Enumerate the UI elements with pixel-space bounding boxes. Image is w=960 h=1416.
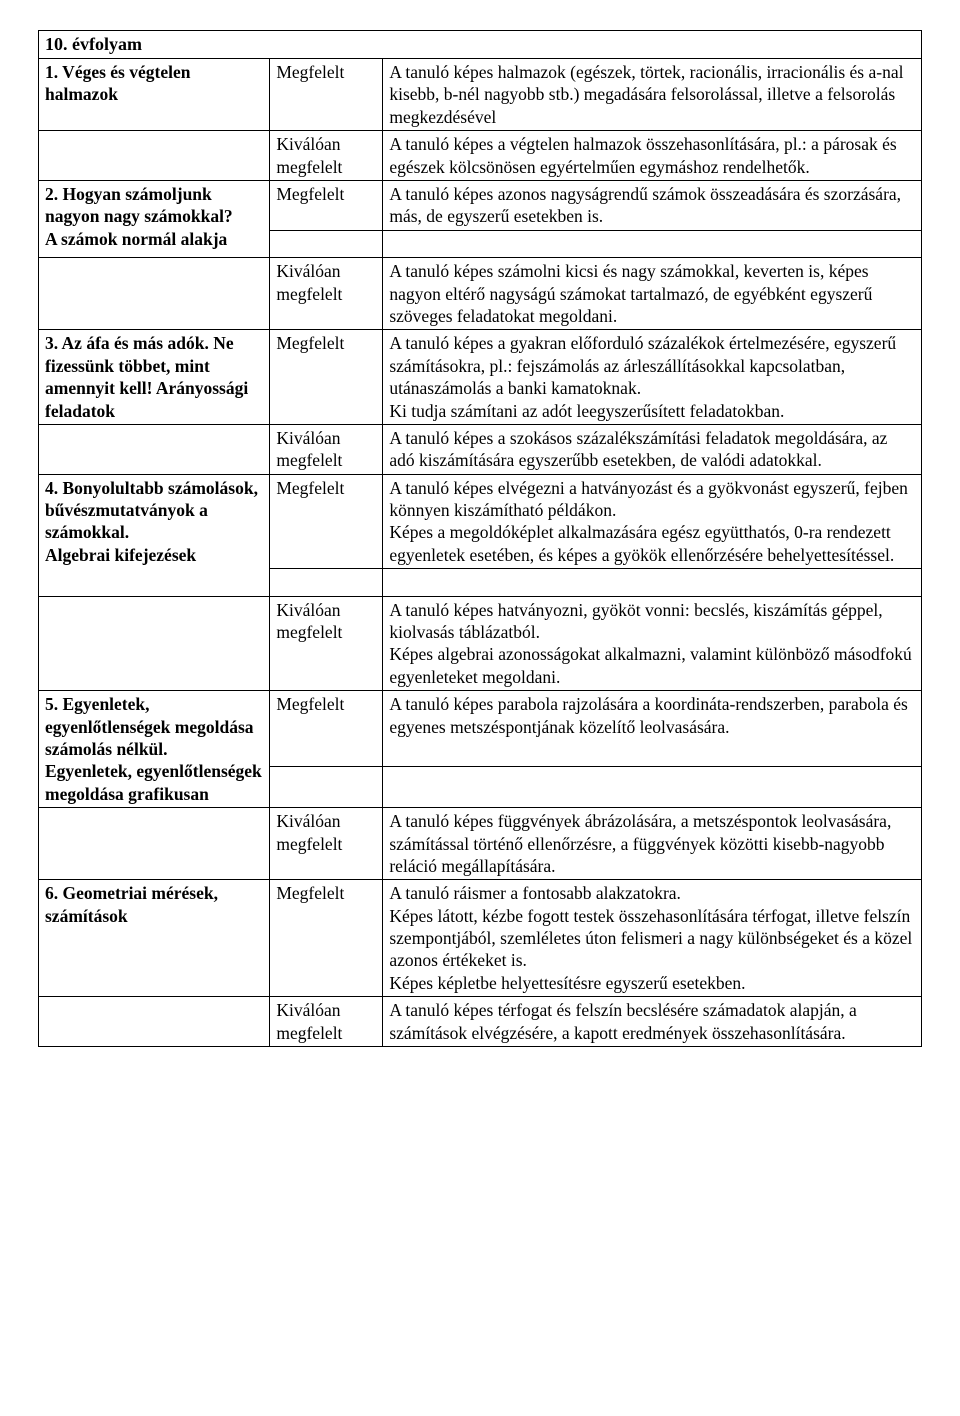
spacer-cell <box>383 766 922 808</box>
description-kivaloan: A tanuló képes térfogat és felszín becsl… <box>383 997 922 1047</box>
description-megfelelt: A tanuló képes parabola rajzolására a ko… <box>383 691 922 766</box>
description-kivaloan: A tanuló képes függvények ábrázolására, … <box>383 808 922 880</box>
level-label-megfelelt: Megfelelt <box>270 59 383 131</box>
spacer-cell <box>270 569 383 596</box>
level-label-megfelelt: Megfelelt <box>270 180 383 230</box>
topic-empty <box>39 808 270 880</box>
level-label-kivaloan: Kiválóan megfelelt <box>270 424 383 474</box>
topic-empty <box>39 997 270 1047</box>
description-megfelelt: A tanuló képes a gyakran előforduló száz… <box>383 330 922 425</box>
spacer-cell <box>383 230 922 257</box>
level-label-megfelelt: Megfelelt <box>270 330 383 425</box>
level-label-megfelelt: Megfelelt <box>270 691 383 766</box>
level-label-megfelelt: Megfelelt <box>270 474 383 569</box>
topic-empty <box>39 596 270 691</box>
spacer-cell <box>270 230 383 257</box>
topic-title: 6. Geometriai mérések, számítások <box>39 880 270 997</box>
topic-title: 2. Hogyan számoljunk nagyon nagy számokk… <box>39 180 270 257</box>
topic-empty <box>39 131 270 181</box>
topic-title: 4. Bonyolultabb számolások, bűvészmutatv… <box>39 474 270 596</box>
level-label-kivaloan: Kiválóan megfelelt <box>270 997 383 1047</box>
level-label-kivaloan: Kiválóan megfelelt <box>270 131 383 181</box>
description-kivaloan: A tanuló képes hatványozni, gyököt vonni… <box>383 596 922 691</box>
level-label-megfelelt: Megfelelt <box>270 880 383 997</box>
curriculum-table: 10. évfolyam1. Véges és végtelen halmazo… <box>38 30 922 1047</box>
description-kivaloan: A tanuló képes a végtelen halmazok össze… <box>383 131 922 181</box>
description-kivaloan: A tanuló képes a szokásos százalékszámít… <box>383 424 922 474</box>
description-megfelelt: A tanuló képes elvégezni a hatványozást … <box>383 474 922 569</box>
description-megfelelt: A tanuló képes azonos nagyságrendű számo… <box>383 180 922 230</box>
level-label-kivaloan: Kiválóan megfelelt <box>270 808 383 880</box>
spacer-cell <box>270 766 383 808</box>
description-kivaloan: A tanuló képes számolni kicsi és nagy sz… <box>383 258 922 330</box>
topic-title: 5. Egyenletek, egyenlőtlenségek megoldás… <box>39 691 270 808</box>
topic-empty <box>39 424 270 474</box>
spacer-cell <box>383 569 922 596</box>
description-megfelelt: A tanuló képes halmazok (egészek, törtek… <box>383 59 922 131</box>
topic-title: 1. Véges és végtelen halmazok <box>39 59 270 131</box>
topic-title: 3. Az áfa és más adók. Ne fizessünk több… <box>39 330 270 425</box>
topic-empty <box>39 258 270 330</box>
description-megfelelt: A tanuló ráismer a fontosabb alakzatokra… <box>383 880 922 997</box>
level-label-kivaloan: Kiválóan megfelelt <box>270 596 383 691</box>
grade-heading: 10. évfolyam <box>39 31 922 59</box>
level-label-kivaloan: Kiválóan megfelelt <box>270 258 383 330</box>
